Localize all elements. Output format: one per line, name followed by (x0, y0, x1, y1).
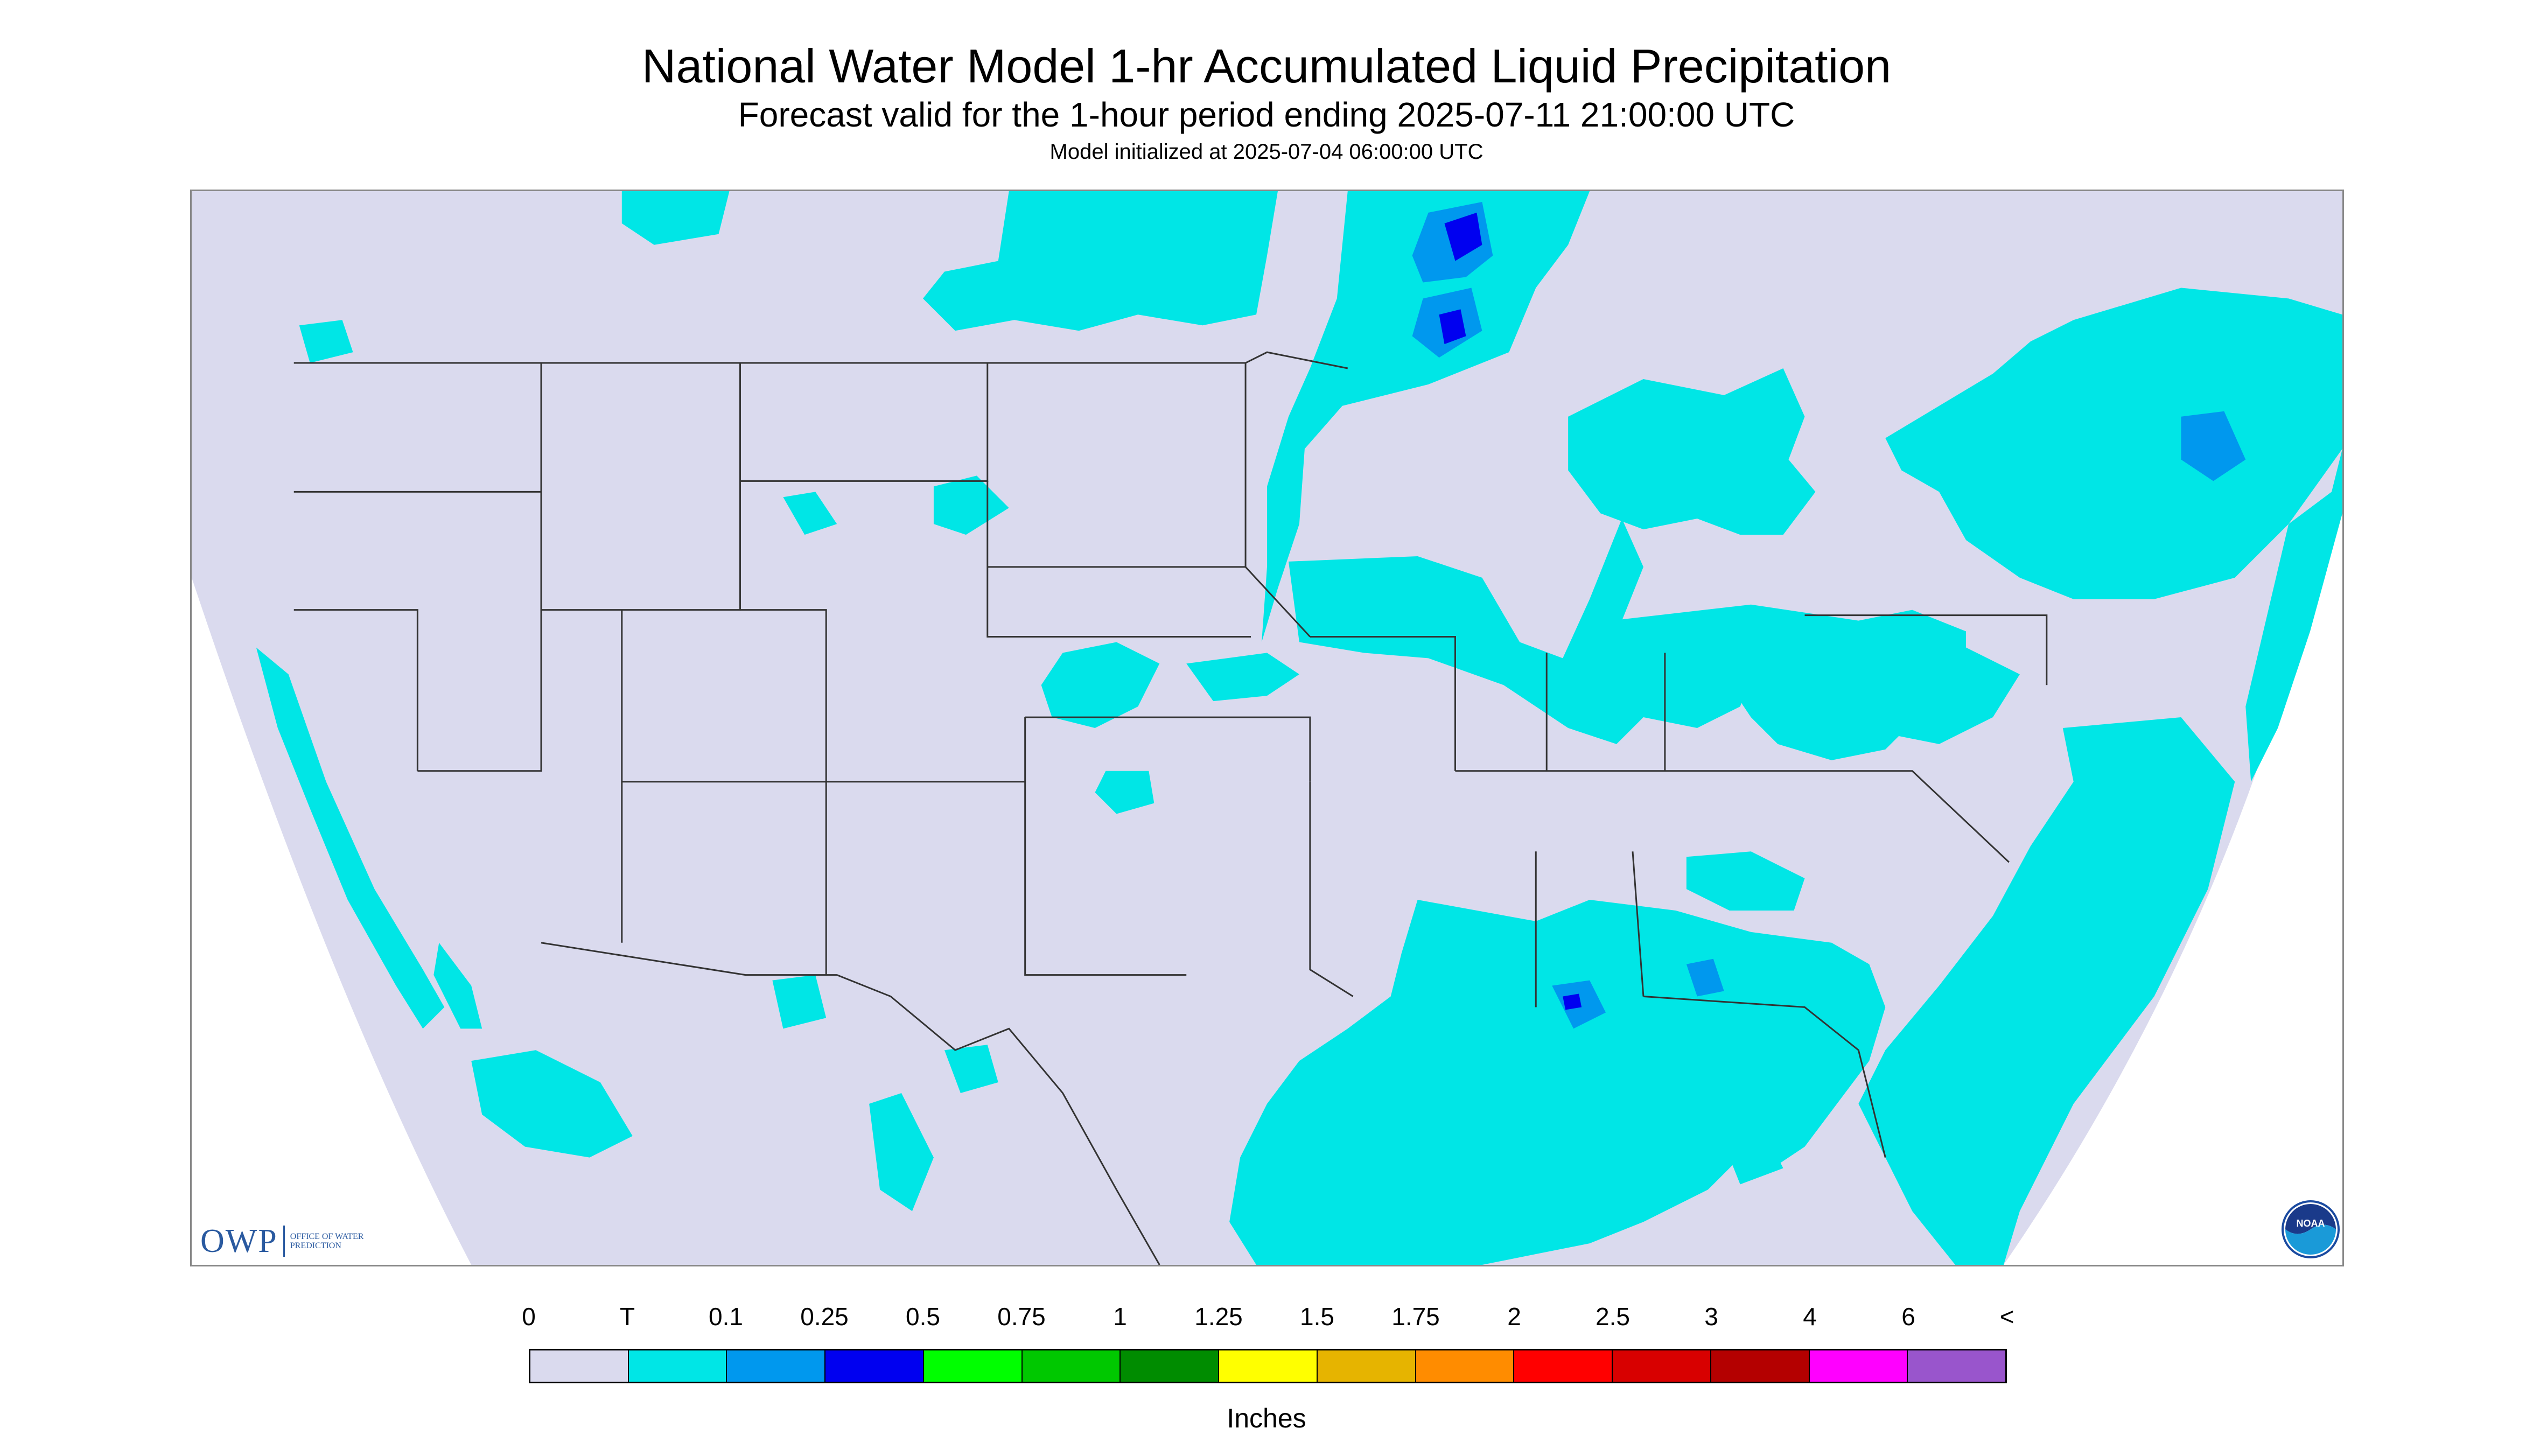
owp-logo-text: OFFICE OF WATER PREDICTION (290, 1232, 364, 1250)
precip-area (1848, 647, 2020, 744)
state-line (1025, 716, 1311, 782)
state-line (1310, 636, 1456, 771)
legend-tick-label: 0.5 (906, 1303, 940, 1331)
precip-area (471, 1050, 633, 1158)
model-init-line: Model initialized at 2025-07-04 06:00:00… (1049, 140, 1484, 164)
precip-area (1439, 309, 1466, 345)
chart-title: National Water Model 1-hr Accumulated Li… (641, 39, 1892, 93)
owp-logo-divider (283, 1226, 285, 1257)
precip-area (1262, 191, 1590, 642)
legend-swatch (1219, 1350, 1318, 1382)
legend-tick-label: 0 (522, 1303, 536, 1331)
legend-tick-label: < (1999, 1303, 2014, 1331)
legend-units: Inches (1227, 1403, 1306, 1433)
legend-swatch (1022, 1350, 1121, 1382)
precip-area (1444, 212, 1482, 261)
legend-tick-label: 0.25 (800, 1303, 849, 1331)
legend-swatch (1908, 1350, 2006, 1382)
legend-swatch (1121, 1350, 1220, 1382)
precip-area (433, 942, 482, 1029)
us-mexico-border (541, 942, 1160, 1265)
precip-area (783, 492, 837, 535)
owp-logo: OWP OFFICE OF WATER PREDICTION (200, 1222, 371, 1260)
map-svg (192, 191, 2342, 1265)
legend-swatch (530, 1350, 629, 1382)
precip-area (869, 1093, 934, 1212)
precip-area (1095, 771, 1154, 814)
precip-area (1858, 717, 2235, 1265)
legend-swatch (1809, 1350, 1908, 1382)
legend-tick-label: 1.5 (1300, 1303, 1334, 1331)
state-line (1804, 614, 2048, 685)
precip-area (621, 191, 730, 245)
precip-area (1568, 368, 1816, 535)
precip-area (772, 975, 827, 1029)
state-line (1740, 770, 2010, 863)
legend-swatch (825, 1350, 924, 1382)
legend-swatch (923, 1350, 1023, 1382)
state-line (1632, 851, 1645, 997)
state-line (293, 609, 418, 771)
legend-swatch (1711, 1350, 1810, 1382)
legend-tick-label: 4 (1803, 1303, 1817, 1331)
legend-tick-label: 2.5 (1596, 1303, 1630, 1331)
legend-swatch (1514, 1350, 1613, 1382)
state-line (1244, 363, 1311, 638)
precipitation-map (190, 190, 2344, 1266)
legend-swatch (727, 1350, 826, 1382)
precip-area (1686, 851, 1805, 911)
precip-area (299, 320, 353, 363)
legend-tick-label: 1.25 (1194, 1303, 1243, 1331)
legend-tick-label: T (619, 1303, 635, 1331)
precip-area (256, 647, 445, 1029)
boundaries (293, 351, 2048, 1265)
state-line (1643, 996, 1886, 1158)
legend-tick-label: 1 (1113, 1303, 1127, 1331)
precip-area (944, 1045, 998, 1093)
legend-tick-label: 0.75 (997, 1303, 1046, 1331)
svg-text:NOAA: NOAA (2297, 1218, 2325, 1229)
precip-area (922, 191, 1278, 331)
precip-area (2245, 449, 2342, 782)
precip-area (1718, 1125, 1783, 1185)
state-line (1309, 781, 1354, 997)
chart-subtitle: Forecast valid for the 1-hour period end… (738, 95, 1795, 134)
us-canada-border (293, 351, 1348, 369)
moderate-precip-areas (1439, 212, 1582, 1010)
state-line (1024, 781, 1187, 976)
precip-area (1563, 993, 1582, 1010)
state-line (540, 363, 741, 611)
precip-area (1686, 958, 1724, 997)
legend-tick-label: 1.75 (1391, 1303, 1440, 1331)
legend-colorbar (529, 1349, 2007, 1383)
precip-area (1186, 653, 1299, 702)
owp-logo-mark: OWP (200, 1222, 278, 1259)
precip-area (1041, 642, 1160, 728)
state-line (986, 481, 1251, 638)
precip-area (2181, 411, 2246, 481)
legend-tick-label: 0.1 (709, 1303, 743, 1331)
legend-swatch (1416, 1350, 1515, 1382)
legend-swatch (628, 1350, 727, 1382)
legend-swatch (1317, 1350, 1416, 1382)
legend-tick-label: 6 (1901, 1303, 1915, 1331)
precip-area (1885, 288, 2342, 599)
noaa-seal-icon: NOAA (2282, 1200, 2340, 1258)
legend-tick-label: 3 (1704, 1303, 1718, 1331)
state-line (417, 610, 542, 772)
legend-swatch (1613, 1350, 1711, 1382)
precip-area (1288, 519, 1751, 744)
legend-tick-label: 2 (1507, 1303, 1521, 1331)
precip-area (933, 475, 1009, 535)
legend-tick-labels: 0 T 0.1 0.25 0.5 0.75 1 1.25 1.5 1.75 2 2.5 3 4 6 < (0, 1302, 2533, 1334)
